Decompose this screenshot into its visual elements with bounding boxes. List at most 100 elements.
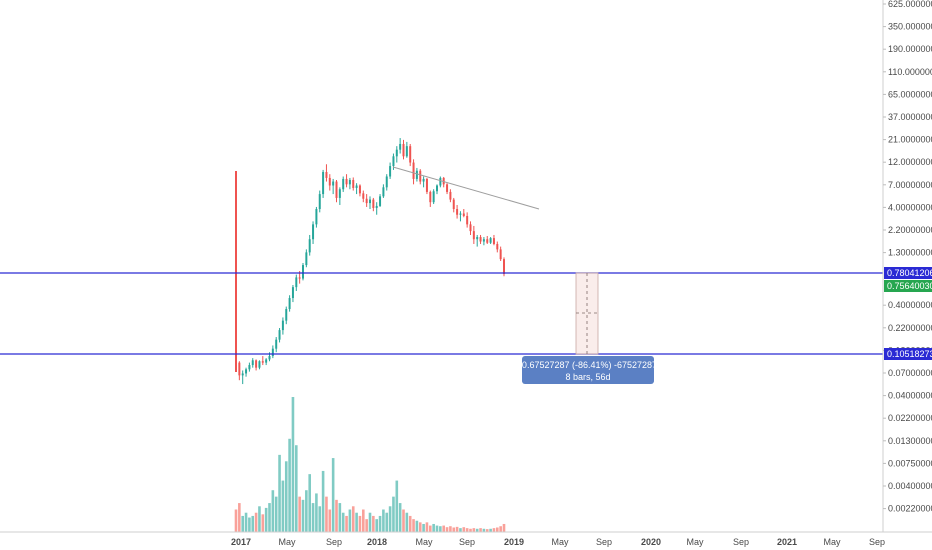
volume-bar bbox=[408, 515, 412, 532]
candle-body bbox=[476, 237, 479, 240]
volume-bar bbox=[395, 480, 399, 532]
price-tick-label: 1.30000000 bbox=[888, 248, 932, 258]
volume-bar bbox=[341, 512, 345, 532]
price-tick-label: 0.40000000 bbox=[888, 300, 932, 310]
candle-body bbox=[238, 362, 241, 376]
price-tick-label: 4.00000000 bbox=[888, 202, 932, 212]
volume-bar bbox=[325, 496, 328, 532]
volume-bar bbox=[241, 515, 244, 532]
candle-body bbox=[449, 191, 452, 200]
volume-bar bbox=[415, 520, 419, 532]
trend-line bbox=[392, 166, 540, 210]
price-tick-label: 350.00000000 bbox=[888, 22, 932, 32]
volume-bar bbox=[465, 528, 469, 532]
volume-bar bbox=[311, 503, 315, 532]
volume-bar bbox=[254, 512, 258, 532]
volume-bar bbox=[268, 503, 271, 532]
volume-bar bbox=[335, 499, 338, 532]
volume-bar bbox=[355, 512, 358, 532]
candle-body bbox=[281, 320, 284, 331]
candle-body bbox=[412, 162, 415, 179]
volume-bar bbox=[295, 445, 298, 532]
volume-bar bbox=[492, 528, 496, 532]
volume-bar bbox=[452, 527, 456, 532]
price-tick-label: 190.00000000 bbox=[888, 44, 932, 54]
price-tick-label: 0.00400000 bbox=[888, 481, 932, 491]
volume-bar bbox=[425, 522, 429, 532]
volume-bar bbox=[496, 527, 499, 532]
time-tick-label: May bbox=[415, 537, 433, 547]
candle-body bbox=[415, 170, 418, 179]
candle-body bbox=[389, 166, 392, 177]
last-price-badge-bg bbox=[884, 280, 932, 292]
volume-bars bbox=[234, 397, 506, 532]
candle-body bbox=[392, 156, 395, 167]
measure-tooltip-line1: -0.67527287 (-86.41%) -67527287 bbox=[519, 360, 657, 370]
time-tick-label: May bbox=[278, 537, 296, 547]
candle-body bbox=[369, 199, 371, 204]
volume-bar bbox=[385, 512, 389, 532]
candle-body bbox=[425, 178, 428, 192]
candle-body bbox=[318, 194, 321, 210]
drawings[interactable] bbox=[0, 166, 883, 355]
volume-bar bbox=[258, 506, 261, 532]
measure-tool[interactable]: -0.67527287 (-86.41%) -67527287 8 bars, 5… bbox=[519, 272, 657, 384]
volume-bar bbox=[499, 526, 502, 532]
candle-body bbox=[379, 196, 382, 206]
candle-body bbox=[419, 170, 422, 182]
volume-bar bbox=[248, 517, 251, 532]
volume-bar bbox=[489, 528, 492, 532]
volume-bar bbox=[402, 509, 405, 532]
candle-body bbox=[255, 360, 258, 368]
volume-bar bbox=[422, 523, 425, 532]
price-tick-label: 0.22000000 bbox=[888, 323, 932, 333]
volume-bar bbox=[412, 519, 415, 532]
candle-body bbox=[302, 265, 304, 279]
candle-body bbox=[251, 360, 254, 366]
time-tick-label: May bbox=[686, 537, 704, 547]
price-tick-label: 0.00220000 bbox=[888, 504, 932, 514]
time-tick-label: Sep bbox=[326, 537, 342, 547]
price-tick-label: 0.00750000 bbox=[888, 458, 932, 468]
volume-bar bbox=[362, 509, 365, 532]
time-tick-label: 2017 bbox=[231, 537, 251, 547]
volume-bar bbox=[375, 519, 378, 532]
candle-body bbox=[409, 146, 412, 163]
candle-body bbox=[268, 356, 271, 360]
volume-bar bbox=[502, 523, 506, 532]
volume-bar bbox=[432, 523, 435, 532]
time-tick-label: 2021 bbox=[777, 537, 797, 547]
volume-bar bbox=[382, 509, 385, 532]
volume-bar bbox=[308, 474, 311, 532]
time-tick-label: 2020 bbox=[641, 537, 661, 547]
candle-body bbox=[322, 171, 325, 195]
time-tick-label: 2018 bbox=[367, 537, 387, 547]
candle-body bbox=[452, 199, 455, 210]
volume-bar bbox=[418, 522, 422, 532]
volume-bar bbox=[469, 528, 472, 532]
volume-bar bbox=[321, 470, 325, 532]
candle-body bbox=[355, 185, 358, 188]
time-tick-label: Sep bbox=[733, 537, 749, 547]
measure-tooltip bbox=[522, 356, 654, 384]
candle-body bbox=[399, 143, 402, 150]
candle-body bbox=[258, 361, 261, 368]
candle-body bbox=[486, 239, 489, 243]
price-axis[interactable]: 625.00000000 350.00000000 190.00000000 110.… bbox=[883, 0, 932, 514]
price-tick-label: 0.07000000 bbox=[888, 368, 932, 378]
time-tick-label: 2019 bbox=[504, 537, 524, 547]
volume-bar bbox=[445, 527, 449, 532]
volume-bar bbox=[442, 525, 445, 532]
candle-body bbox=[466, 215, 469, 225]
time-tick-label: May bbox=[551, 537, 569, 547]
price-tick-label: 7.00000000 bbox=[888, 180, 932, 190]
level-badge-bg bbox=[884, 267, 932, 279]
candle-body bbox=[345, 178, 348, 185]
candle-body bbox=[271, 348, 274, 357]
candle-body bbox=[358, 185, 361, 194]
candle-body bbox=[459, 213, 462, 215]
volume-bar bbox=[365, 519, 368, 532]
candle-body bbox=[278, 330, 281, 340]
time-axis[interactable]: 2017 May Sep 2018 May Sep 2019 May Sep 2020 May Sep… bbox=[231, 537, 885, 547]
